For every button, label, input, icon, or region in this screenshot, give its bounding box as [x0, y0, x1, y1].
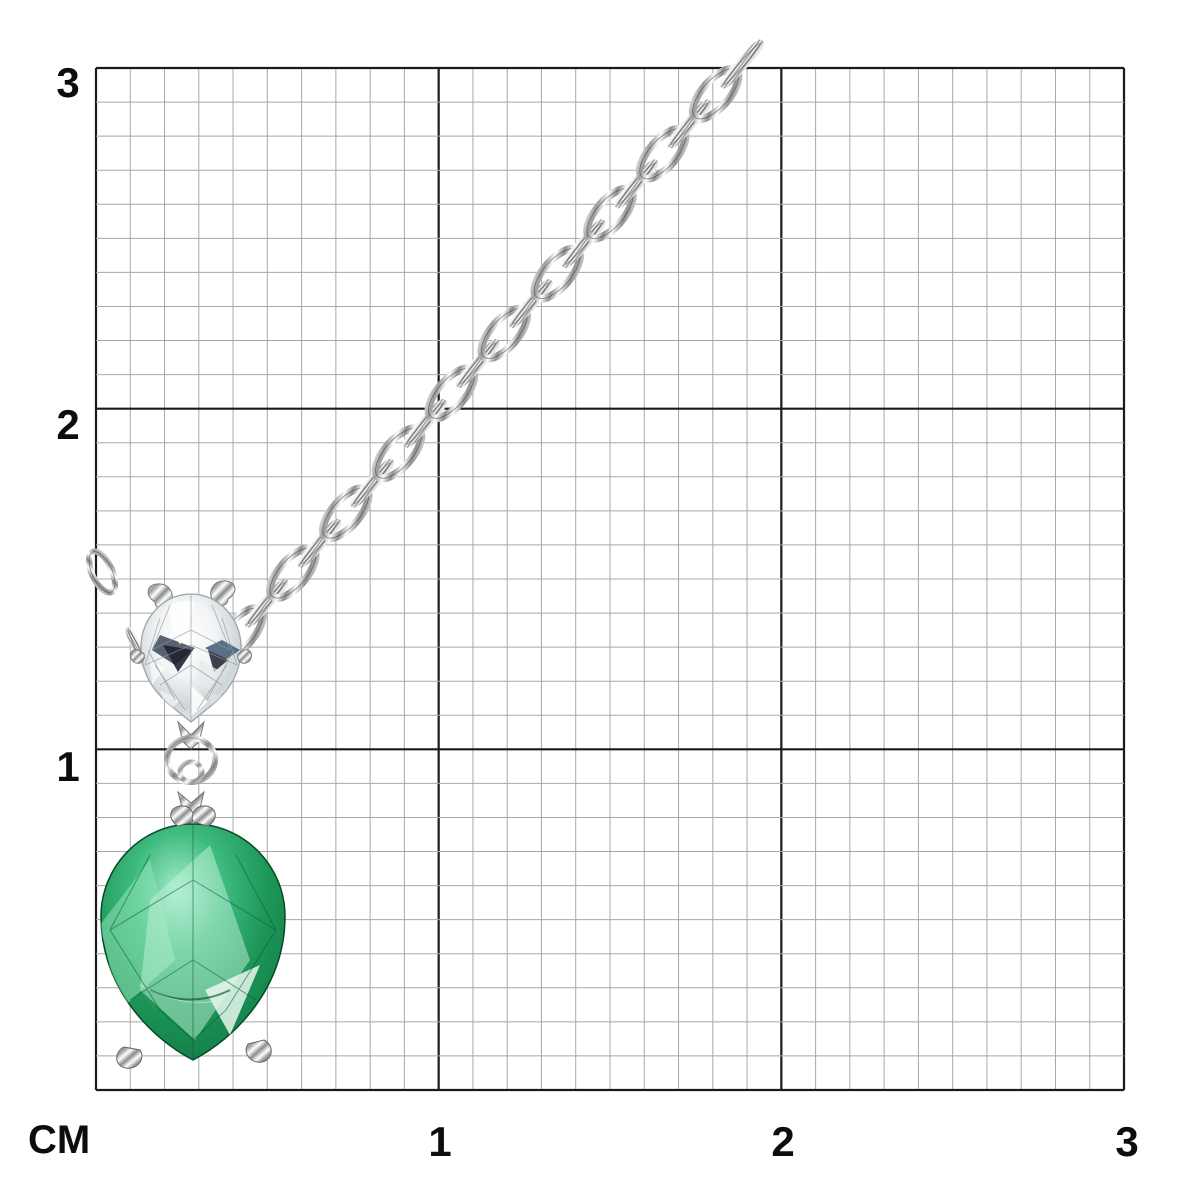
- svg-text:3: 3: [56, 59, 79, 106]
- svg-text:3: 3: [1115, 1118, 1138, 1165]
- svg-text:2: 2: [771, 1118, 794, 1165]
- svg-text:1: 1: [56, 743, 79, 790]
- svg-text:1: 1: [428, 1118, 451, 1165]
- svg-text:2: 2: [56, 401, 79, 448]
- svg-text:CM: CM: [28, 1118, 90, 1162]
